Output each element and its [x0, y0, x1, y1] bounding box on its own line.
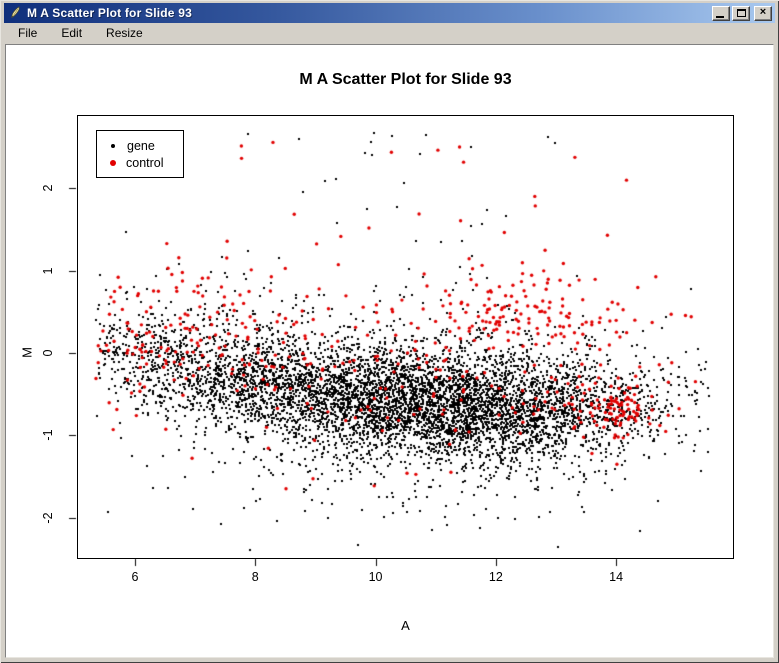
control-dot-icon [110, 159, 116, 166]
plot-client-area: M A Scatter Plot for Slide 93 6 8 10 12 14 -2… [5, 44, 774, 658]
menu-edit[interactable]: Edit [61, 25, 83, 40]
window-controls: × [712, 5, 772, 21]
y-axis-label: M [19, 347, 35, 358]
y-tick-label: -2 [41, 512, 55, 524]
y-tick-label: 2 [41, 184, 55, 192]
y-tick-label: 0 [41, 349, 55, 357]
legend: gene control [96, 130, 184, 178]
maximize-icon [736, 9, 746, 17]
close-button[interactable]: × [754, 5, 772, 21]
x-tick-label: 10 [368, 570, 383, 584]
y-tick-label: -1 [41, 429, 55, 442]
menu-bar: File Edit Resize [4, 23, 775, 43]
minimize-button[interactable] [712, 5, 730, 21]
legend-label-gene: gene [127, 138, 155, 153]
plot-box [77, 115, 734, 559]
gene-dot-icon [111, 143, 115, 148]
x-tick-label: 12 [488, 570, 503, 584]
legend-entry-control: control [105, 156, 175, 170]
menu-resize[interactable]: Resize [106, 25, 143, 40]
r-feather-icon [11, 6, 20, 18]
x-tick-label: 8 [251, 570, 259, 584]
legend-entry-gene: gene [105, 139, 175, 153]
x-tick-label: 14 [609, 570, 624, 584]
close-icon: × [759, 5, 767, 18]
y-tick-label: 1 [41, 267, 55, 274]
maximize-button[interactable] [732, 5, 750, 21]
menu-file[interactable]: File [18, 25, 38, 40]
plot-title: M A Scatter Plot for Slide 93 [299, 71, 512, 88]
minimize-icon [716, 15, 724, 18]
x-axis-label: A [401, 618, 410, 633]
legend-label-control: control [126, 155, 164, 170]
x-tick-label: 6 [131, 570, 139, 584]
plot-figure-region: M A Scatter Plot for Slide 93 6 8 10 12 14 -2… [6, 45, 773, 657]
window-title: M A Scatter Plot for Slide 93 [27, 6, 192, 20]
title-bar[interactable]: M A Scatter Plot for Slide 93 × [4, 3, 775, 23]
